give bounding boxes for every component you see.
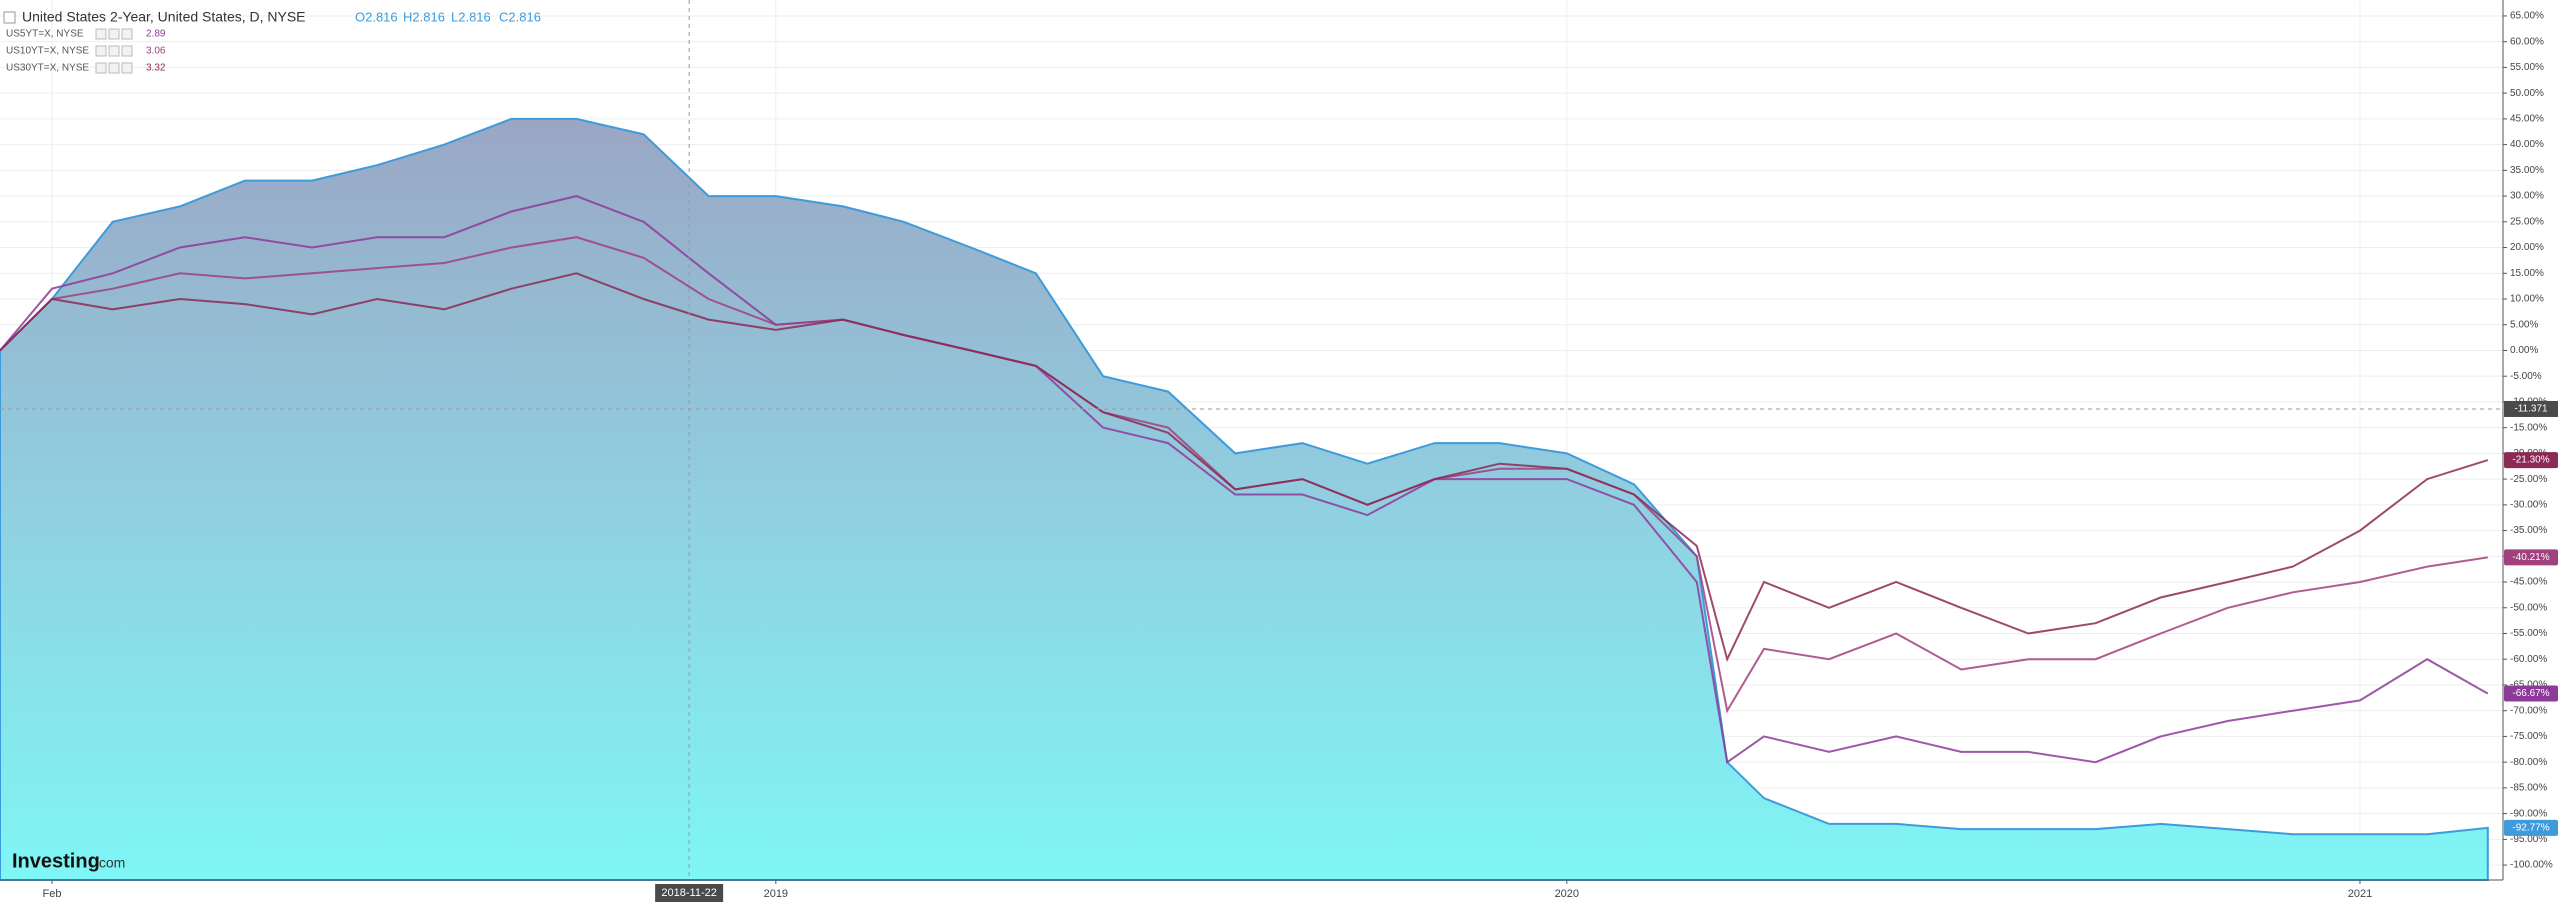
last-value-label: -92.77% <box>2512 823 2549 834</box>
crosshair-y-badge <box>2504 400 2558 417</box>
ohlc-value: H2.816 <box>403 9 445 24</box>
y-tick-label: -70.00% <box>2510 705 2547 716</box>
y-tick-label: -5.00% <box>2510 371 2542 382</box>
ohlc-value: C2.816 <box>499 9 541 24</box>
last-value-badge <box>2504 819 2558 836</box>
y-tick-label: 55.00% <box>2510 62 2544 73</box>
y-tick-label: 15.00% <box>2510 268 2544 279</box>
legend-icon[interactable] <box>121 62 133 74</box>
y-tick-label: -30.00% <box>2510 499 2547 510</box>
y-tick-label: 10.00% <box>2510 294 2544 305</box>
y-tick-label: -35.00% <box>2510 525 2547 536</box>
chart-title: United States 2-Year, United States, D, … <box>22 9 306 25</box>
legend-icon[interactable] <box>121 28 133 40</box>
y-tick-label: -100.00% <box>2510 860 2553 871</box>
legend-icon[interactable] <box>95 45 107 57</box>
y-tick-label: -55.00% <box>2510 628 2547 639</box>
legend-icon[interactable] <box>108 45 120 57</box>
y-tick-label: 20.00% <box>2510 242 2544 253</box>
y-tick-label: -45.00% <box>2510 577 2547 588</box>
area <box>0 117 2489 881</box>
y-tick-label: 35.00% <box>2510 165 2544 176</box>
plot <box>0 0 2503 881</box>
y-tick-label: 60.00% <box>2510 36 2544 47</box>
y-tick-label: 25.00% <box>2510 216 2544 227</box>
last-value-label: -21.30% <box>2512 455 2549 466</box>
collapse-icon <box>3 11 16 24</box>
last-value-badge <box>2504 685 2558 702</box>
legend-price: 3.32 <box>146 63 166 74</box>
x-tick-label: Feb <box>43 888 62 900</box>
brand-suffix: .com <box>95 855 125 871</box>
legend-icon[interactable] <box>108 62 120 74</box>
legend: United States 2-Year, United States, D, … <box>3 9 541 74</box>
y-tick-label: 65.00% <box>2510 11 2544 22</box>
y-tick-label: -60.00% <box>2510 654 2547 665</box>
y-tick-label: 40.00% <box>2510 139 2544 150</box>
y-tick-label: -80.00% <box>2510 757 2547 768</box>
legend-name: US5YT=X, NYSE <box>6 29 84 40</box>
last-value-label: -40.21% <box>2512 552 2549 563</box>
ohlc-value: O2.816 <box>355 9 398 24</box>
x-tick-label: 2020 <box>1555 888 1579 900</box>
crosshair-x-badge <box>655 884 724 902</box>
y-tick-label: 0.00% <box>2510 345 2538 356</box>
legend-name: US30YT=X, NYSE <box>6 63 89 74</box>
legend-name: US10YT=X, NYSE <box>6 46 89 57</box>
legend-price: 2.89 <box>146 29 166 40</box>
crosshair-y-label: -11.371 <box>2514 404 2548 415</box>
crosshair-x-label: 2018-11-22 <box>661 887 716 899</box>
y-tick-label: -65.00% <box>2510 680 2547 691</box>
y-tick-label: -75.00% <box>2510 731 2547 742</box>
line <box>0 195 2489 764</box>
legend-icon[interactable] <box>108 28 120 40</box>
y-tick-label: -90.00% <box>2510 808 2547 819</box>
y-tick-label: 5.00% <box>2510 319 2538 330</box>
line <box>0 272 2489 663</box>
last-value-label: -66.67% <box>2512 688 2549 699</box>
legend-icon[interactable] <box>95 28 107 40</box>
legend-icon[interactable] <box>95 62 107 74</box>
y-tick-label: -50.00% <box>2510 602 2547 613</box>
y-tick-label: -95.00% <box>2510 834 2547 845</box>
legend-price: 3.06 <box>146 46 166 57</box>
last-value-badge <box>2504 452 2558 469</box>
y-tick-label: -85.00% <box>2510 783 2547 794</box>
x-tick-label: 2021 <box>2348 888 2372 900</box>
last-value-badge <box>2504 549 2558 566</box>
y-tick-label: -15.00% <box>2510 422 2547 433</box>
ohlc-value: L2.816 <box>451 9 491 24</box>
y-tick-label: -25.00% <box>2510 474 2547 485</box>
legend-icon[interactable] <box>121 45 133 57</box>
y-tick-label: 45.00% <box>2510 114 2544 125</box>
x-tick-label: 2019 <box>764 888 788 900</box>
y-tick-label: 30.00% <box>2510 191 2544 202</box>
brand: Investing <box>12 850 100 872</box>
y-tick-label: 50.00% <box>2510 88 2544 99</box>
